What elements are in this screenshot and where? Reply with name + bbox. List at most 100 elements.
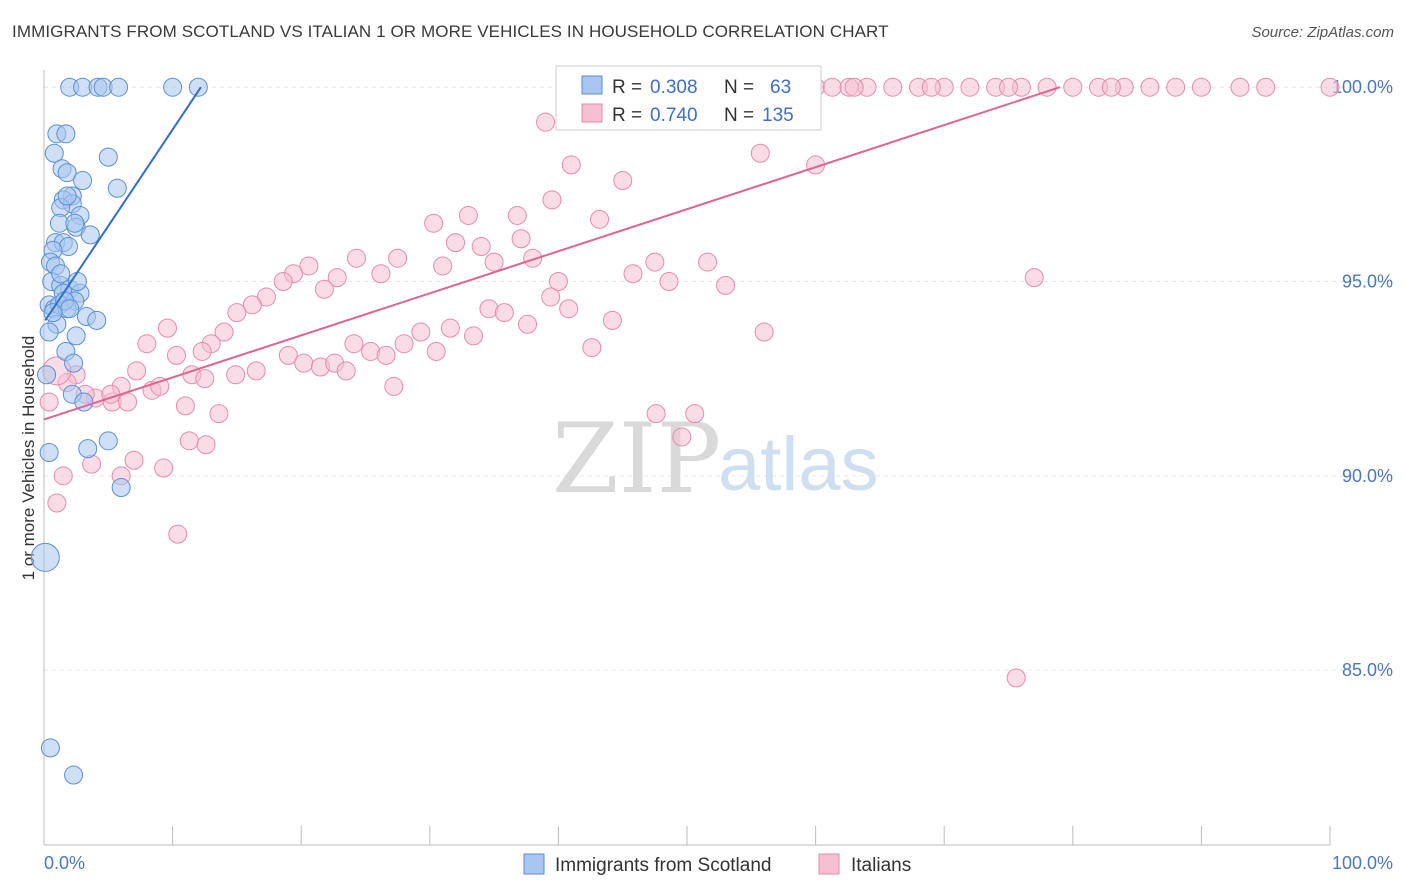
italian-point-113 bbox=[602, 310, 622, 330]
italian-point-41 bbox=[1101, 77, 1121, 97]
italian-point-27 bbox=[1037, 77, 1057, 97]
scotland-point-52 bbox=[98, 431, 118, 451]
italian-point-35 bbox=[1256, 77, 1276, 97]
scotland-point-14 bbox=[107, 178, 127, 198]
italian-point-111 bbox=[559, 299, 579, 319]
italian-point-44 bbox=[750, 143, 770, 163]
italian-point-66 bbox=[273, 272, 293, 292]
scotland-point-54 bbox=[30, 542, 60, 572]
series-legend-swatch-scotland bbox=[523, 853, 545, 875]
italian-point-135 bbox=[118, 392, 138, 412]
scotland-point-12 bbox=[57, 163, 77, 183]
italian-point-59 bbox=[388, 248, 408, 268]
legend-r-label-italian: R = bbox=[612, 105, 642, 126]
tick-layer: 100.0% 95.0% 90.0% 85.0% 0.0% 100.0% bbox=[44, 77, 1393, 873]
legend-n-label-scotland: N = bbox=[724, 77, 754, 98]
italian-point-132 bbox=[47, 493, 67, 513]
italian-point-21 bbox=[883, 77, 903, 97]
italian-point-105 bbox=[440, 318, 460, 338]
italian-point-56 bbox=[523, 248, 543, 268]
scotland-point-47 bbox=[37, 365, 57, 385]
watermark-atlas: atlas bbox=[718, 422, 879, 507]
italian-point-87 bbox=[150, 376, 170, 396]
italian-point-18 bbox=[822, 77, 842, 97]
italian-point-76 bbox=[137, 334, 157, 354]
italian-point-31 bbox=[1140, 77, 1160, 97]
italian-point-64 bbox=[299, 256, 319, 276]
italian-point-89 bbox=[195, 369, 215, 389]
scotland-point-43 bbox=[39, 322, 59, 342]
series-legend-swatch-italian bbox=[818, 853, 840, 875]
italian-point-94 bbox=[294, 353, 314, 373]
italian-point-54 bbox=[471, 237, 491, 257]
italian-point-38 bbox=[844, 77, 864, 97]
scotland-point-6 bbox=[188, 77, 208, 97]
y-axis-title: 1 or more Vehicles in Household bbox=[19, 336, 38, 581]
italian-point-108 bbox=[494, 303, 514, 323]
italian-point-32 bbox=[1166, 77, 1186, 97]
italian-point-92 bbox=[246, 361, 266, 381]
italian-point-28 bbox=[1063, 77, 1083, 97]
italian-point-24 bbox=[960, 77, 980, 97]
italian-point-97 bbox=[336, 361, 356, 381]
italian-point-114 bbox=[623, 264, 643, 284]
italian-point-63 bbox=[314, 279, 334, 299]
italian-point-121 bbox=[672, 427, 692, 447]
italian-point-117 bbox=[698, 252, 718, 272]
series-legend-label-italian: Italians bbox=[851, 855, 911, 876]
legend-swatch-italian bbox=[581, 103, 603, 123]
scotland-point-46 bbox=[64, 353, 84, 373]
italian-point-102 bbox=[394, 334, 414, 354]
italian-point-116 bbox=[659, 272, 679, 292]
italian-point-129 bbox=[154, 458, 174, 478]
italian-point-36 bbox=[1320, 77, 1340, 97]
italian-point-110 bbox=[541, 287, 561, 307]
scotland-point-13 bbox=[73, 170, 93, 190]
italian-point-103 bbox=[411, 322, 431, 342]
italian-point-46 bbox=[613, 170, 633, 190]
italian-point-120 bbox=[646, 404, 666, 424]
italian-point-104 bbox=[426, 341, 446, 361]
italian-point-101 bbox=[384, 376, 404, 396]
italian-point-60 bbox=[371, 264, 391, 284]
italian-point-50 bbox=[511, 229, 531, 249]
legend-n-label-italian: N = bbox=[724, 105, 754, 126]
italian-point-70 bbox=[214, 322, 234, 342]
stats-legend: R = 0.308 N = 63 R = 0.740 N = 135 bbox=[555, 65, 822, 131]
x-tick-label-0: 0.0% bbox=[44, 853, 85, 873]
italian-point-39 bbox=[921, 77, 941, 97]
trend-lines bbox=[43, 86, 1061, 421]
scotland-point-10 bbox=[98, 147, 118, 167]
italian-point-48 bbox=[507, 205, 527, 225]
italian-point-42 bbox=[536, 112, 556, 132]
italian-point-69 bbox=[227, 303, 247, 323]
italian-point-58 bbox=[433, 256, 453, 276]
italian-point-109 bbox=[518, 314, 538, 334]
italian-point-136 bbox=[53, 466, 73, 486]
italian-point-90 bbox=[209, 404, 229, 424]
italian-point-124 bbox=[1024, 268, 1044, 288]
scotland-point-8 bbox=[56, 124, 76, 144]
italian-point-51 bbox=[458, 205, 478, 225]
italian-point-88 bbox=[175, 396, 195, 416]
legend-n-value-italian: 135 bbox=[762, 105, 794, 126]
series-legend-label-scotland: Immigrants from Scotland bbox=[555, 855, 771, 876]
chart-title: IMMIGRANTS FROM SCOTLAND VS ITALIAN 1 OR… bbox=[12, 22, 889, 41]
italian-point-34 bbox=[1230, 77, 1250, 97]
watermark: ZIP atlas bbox=[552, 403, 879, 515]
italian-point-131 bbox=[196, 435, 216, 455]
italian-point-45 bbox=[561, 155, 581, 175]
italian-trend-line bbox=[43, 86, 1061, 421]
scotland-point-44 bbox=[66, 326, 86, 346]
italian-point-112 bbox=[582, 338, 602, 358]
italian-point-126 bbox=[168, 524, 188, 544]
legend-n-value-scotland: 63 bbox=[770, 77, 791, 98]
grid-layer bbox=[44, 86, 1392, 671]
scotland-point-49 bbox=[74, 392, 94, 412]
italian-point-115 bbox=[645, 252, 665, 272]
italian-point-100 bbox=[376, 345, 396, 365]
italian-point-47 bbox=[542, 190, 562, 210]
scotland-point-60 bbox=[51, 264, 71, 284]
italian-point-127 bbox=[124, 450, 144, 470]
